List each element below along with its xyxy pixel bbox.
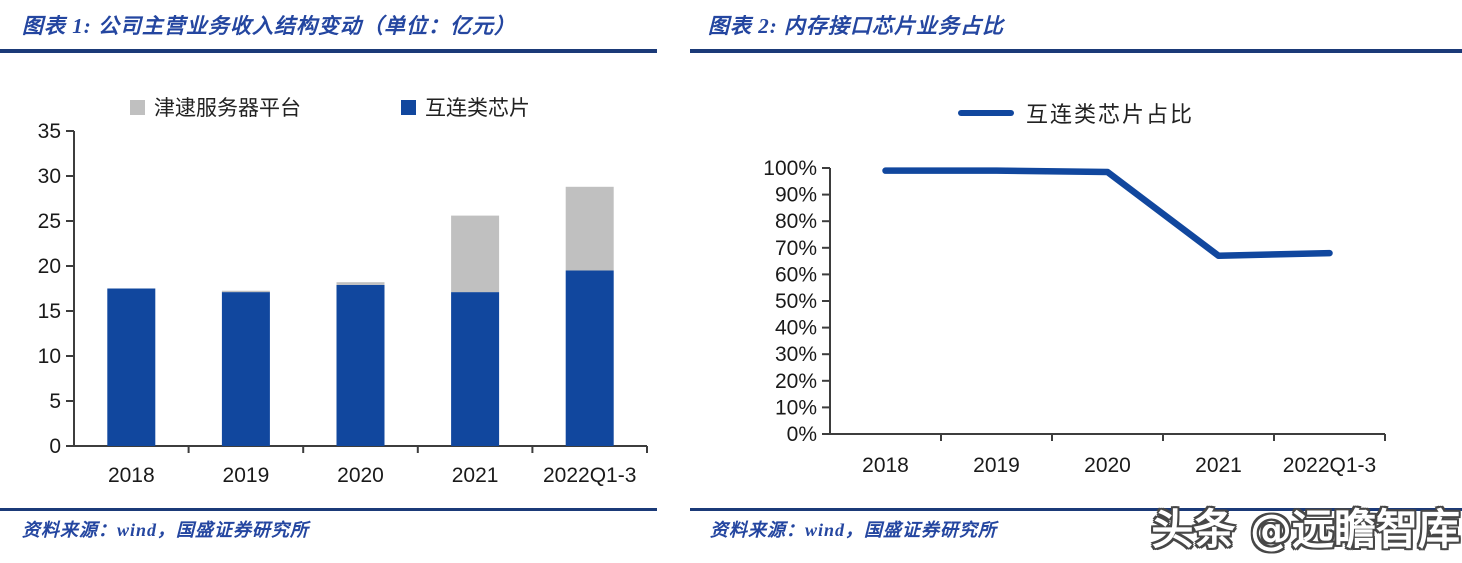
y-tick-label: 90%	[775, 184, 817, 207]
legend-item-interconnect: 互连类芯片	[401, 92, 530, 122]
figure-1-title: 图表 1: 公司主营业务收入结构变动（单位：亿元）	[22, 14, 516, 38]
x-category-label: 2020	[337, 464, 384, 487]
bar-segment	[451, 292, 500, 446]
figure-1-title-rule	[0, 49, 657, 53]
y-tick-label: 60%	[775, 263, 817, 286]
legend-label-jintide: 津逮服务器平台	[154, 96, 301, 120]
watermark: 头条 @远瞻智库	[1151, 505, 1460, 554]
y-tick-label: 40%	[775, 317, 817, 340]
y-tick-label: 0	[49, 435, 61, 458]
y-tick-label: 70%	[775, 237, 817, 260]
bar-segment	[107, 288, 156, 446]
legend-item-interconnect-share: 互连类芯片占比	[957, 97, 1194, 129]
figure-1-panel: 图表 1: 公司主营业务收入结构变动（单位：亿元） 津逮服务器平台 互连类芯片 …	[0, 0, 660, 563]
figure-2-source: 资料来源：wind，国盛证券研究所	[710, 520, 998, 540]
y-tick-label: 30	[38, 165, 61, 188]
x-category-label: 2019	[973, 454, 1020, 477]
x-category-label: 2021	[1195, 454, 1242, 477]
bar-segment	[336, 282, 385, 285]
x-category-label: 2019	[223, 464, 270, 487]
x-category-label: 2022Q1-3	[1283, 454, 1376, 477]
figure-1-bottom-rule	[0, 508, 657, 511]
legend-swatch-jintide	[130, 99, 145, 115]
figure-1-legend: 津逮服务器平台 互连类芯片	[0, 92, 660, 122]
figure-1-source: 资料来源：wind，国盛证券研究所	[22, 520, 310, 540]
legend-label-interconnect: 互连类芯片	[425, 96, 530, 120]
x-category-label: 2022Q1-3	[543, 464, 636, 487]
y-tick-label: 5	[49, 390, 61, 413]
x-category-label: 2018	[862, 454, 909, 477]
y-tick-label: 25	[38, 210, 61, 233]
y-tick-label: 80%	[775, 210, 817, 233]
figure-2-line-chart: 0% 10% 20% 30% 40% 50% 60% 70% 80% 90% 100% 2018 201…	[763, 157, 1386, 477]
legend-label-interconnect-share: 互连类芯片占比	[1025, 102, 1194, 127]
figure-2-bottom-rule	[690, 508, 1462, 511]
figure-2-legend: 互连类芯片占比	[690, 97, 1462, 129]
bar-segment	[451, 215, 500, 293]
legend-line-swatch	[957, 110, 1014, 116]
y-tick-label: 35	[38, 120, 61, 143]
bar-segment	[221, 290, 270, 293]
y-tick-label: 15	[38, 300, 61, 323]
line-series	[882, 167, 1333, 260]
figure-2-panel: 图表 2: 内存接口芯片业务占比 互连类芯片占比 0% 10% 20% 30% 40% 5…	[690, 0, 1462, 563]
x-category-label: 2018	[108, 464, 155, 487]
figure-2-title: 图表 2: 内存接口芯片业务占比	[708, 14, 1004, 38]
y-tick-label: 0%	[787, 423, 817, 446]
figure-2-title-rule	[690, 49, 1462, 53]
y-tick-label: 50%	[775, 290, 817, 313]
figure-1-bar-chart: 0 5 10 15 20 25 30 35 2018 2019 2020 2021 2022Q1-3	[38, 120, 648, 487]
bar-segment	[336, 284, 385, 446]
x-category-label: 2021	[452, 464, 499, 487]
y-tick-label: 20	[38, 255, 61, 278]
bar-segment	[565, 270, 614, 446]
legend-item-jintide: 津逮服务器平台	[130, 92, 301, 122]
legend-swatch-interconnect	[401, 99, 416, 115]
y-tick-label: 20%	[775, 370, 817, 393]
x-category-label: 2020	[1084, 454, 1131, 477]
bar-segment	[565, 186, 614, 271]
bar-segment	[221, 292, 270, 446]
y-tick-label: 100%	[763, 157, 817, 180]
y-tick-label: 30%	[775, 343, 817, 366]
y-tick-label: 10	[38, 345, 61, 368]
y-tick-label: 10%	[775, 396, 817, 419]
